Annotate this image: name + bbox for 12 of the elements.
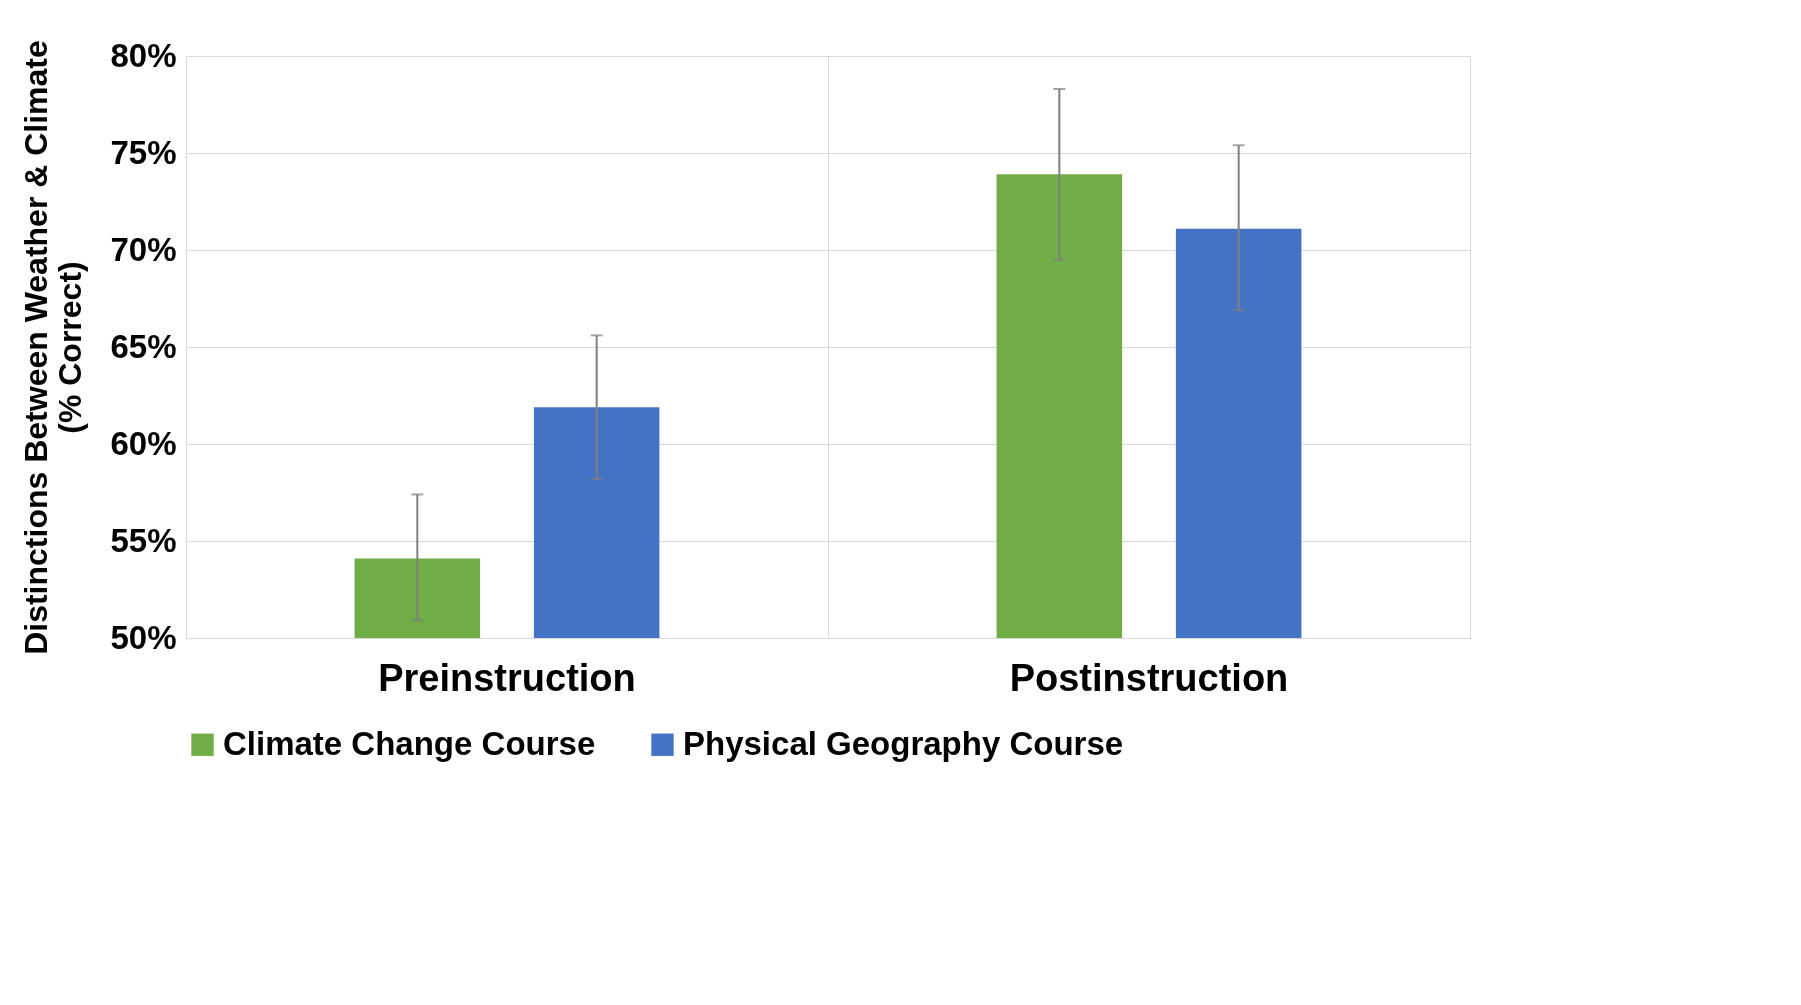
x-tick-label: Preinstruction xyxy=(378,656,636,699)
legend-label: Climate Change Course xyxy=(223,724,596,762)
y-axis-title: Distinctions Between Weather & Climate (% Correct) xyxy=(18,40,89,655)
y-tick-label: 60% xyxy=(110,424,177,462)
y-tick-label: 65% xyxy=(110,327,177,365)
y-tick-label: 80% xyxy=(110,36,177,74)
y-tick-label: 75% xyxy=(110,133,177,171)
y-tick-label: 70% xyxy=(110,230,177,268)
y-tick-label: 50% xyxy=(110,618,177,656)
x-tick-label: Postinstruction xyxy=(1009,656,1289,699)
legend-label: Physical Geography Course xyxy=(683,724,1124,762)
y-tick-label: 55% xyxy=(110,521,177,559)
